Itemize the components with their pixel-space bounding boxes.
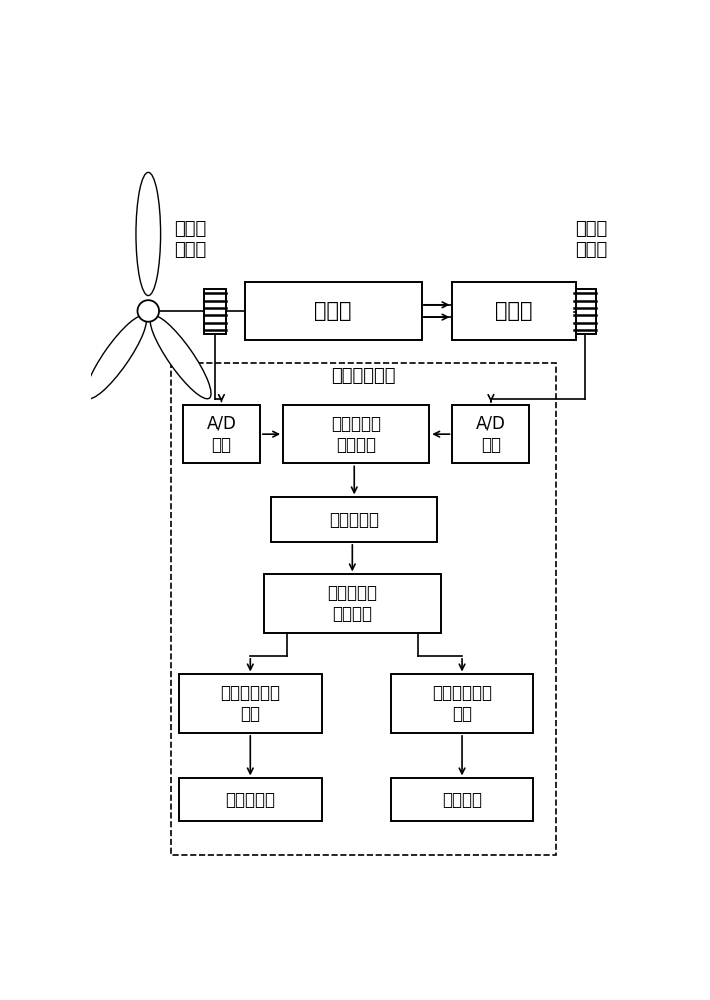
Text: 傅里叶微分反
变换: 傅里叶微分反 变换	[220, 684, 280, 723]
Bar	[452, 282, 576, 340]
Bar	[179, 674, 322, 733]
Circle shape	[138, 300, 159, 322]
Bar	[244, 282, 422, 340]
Text: 低速端
编码器: 低速端 编码器	[175, 220, 207, 259]
Bar	[391, 674, 533, 733]
Bar	[171, 363, 557, 855]
Text: 扭转加速度: 扭转加速度	[225, 791, 275, 809]
Text: 传动链: 传动链	[315, 301, 352, 321]
Bar	[391, 778, 533, 821]
Bar	[574, 289, 596, 334]
Text: A/D
转换: A/D 转换	[476, 415, 506, 454]
Bar	[264, 574, 441, 633]
Ellipse shape	[85, 316, 146, 399]
Text: 高速端
编码器: 高速端 编码器	[575, 220, 607, 259]
Text: 扭转角度: 扭转角度	[442, 791, 482, 809]
Text: 傅里叶变换: 傅里叶变换	[329, 511, 379, 529]
Bar	[283, 405, 430, 463]
Text: 信号处理装置: 信号处理装置	[332, 367, 396, 385]
Bar	[179, 778, 322, 821]
Ellipse shape	[136, 172, 160, 296]
Bar	[183, 405, 260, 463]
Text: A/D
转换: A/D 转换	[207, 415, 236, 454]
Ellipse shape	[151, 316, 211, 399]
Bar	[271, 497, 437, 542]
Text: 计算等效转
速差信号: 计算等效转 速差信号	[331, 415, 381, 454]
Bar	[452, 405, 530, 463]
Text: 发电机: 发电机	[496, 301, 532, 321]
Bar	[204, 289, 226, 334]
Text: 基于阈值的
频域滤波: 基于阈值的 频域滤波	[327, 584, 377, 623]
Text: 傅里叶积分反
变换: 傅里叶积分反 变换	[432, 684, 492, 723]
